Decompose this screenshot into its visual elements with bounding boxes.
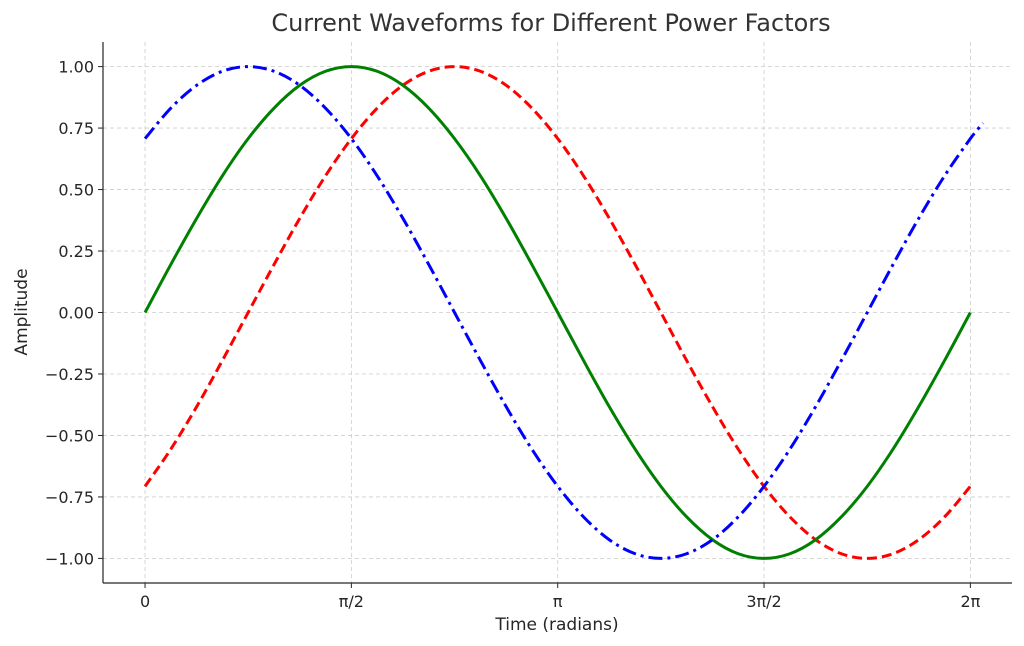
- series-line-solid: [143, 65, 972, 560]
- y-tick-label: −0.50: [45, 426, 94, 445]
- y-tick-label: 0.50: [58, 181, 94, 200]
- y-tick-label: −1.00: [45, 549, 94, 568]
- axes: 0 π/2 π 3π/2 2π 1.00 0.75 0.50 0.25 0.00 −0.25 −0.5…: [45, 42, 1012, 611]
- x-tick-label: π/2: [339, 592, 364, 611]
- x-tick-label: 2π: [960, 592, 980, 611]
- series-line-dashdot: [143, 65, 985, 560]
- y-tick-label: 1.00: [58, 58, 94, 77]
- x-tick-label: π: [553, 592, 563, 611]
- series-lines: [143, 65, 985, 560]
- chart-title: Current Waveforms for Different Power Fa…: [271, 9, 830, 37]
- series-line-dashed: [143, 65, 972, 560]
- y-tick-label: −0.25: [45, 365, 94, 384]
- x-tick-label: 3π/2: [746, 592, 781, 611]
- y-tick-label: 0.75: [58, 119, 94, 138]
- y-tick-label: 0.00: [58, 304, 94, 323]
- x-tick-label: 0: [140, 592, 150, 611]
- x-axis-label: Time (radians): [494, 615, 618, 635]
- y-axis-label: Amplitude: [12, 268, 32, 355]
- y-tick-label: −0.75: [45, 488, 94, 507]
- y-tick-label: 0.25: [58, 242, 94, 261]
